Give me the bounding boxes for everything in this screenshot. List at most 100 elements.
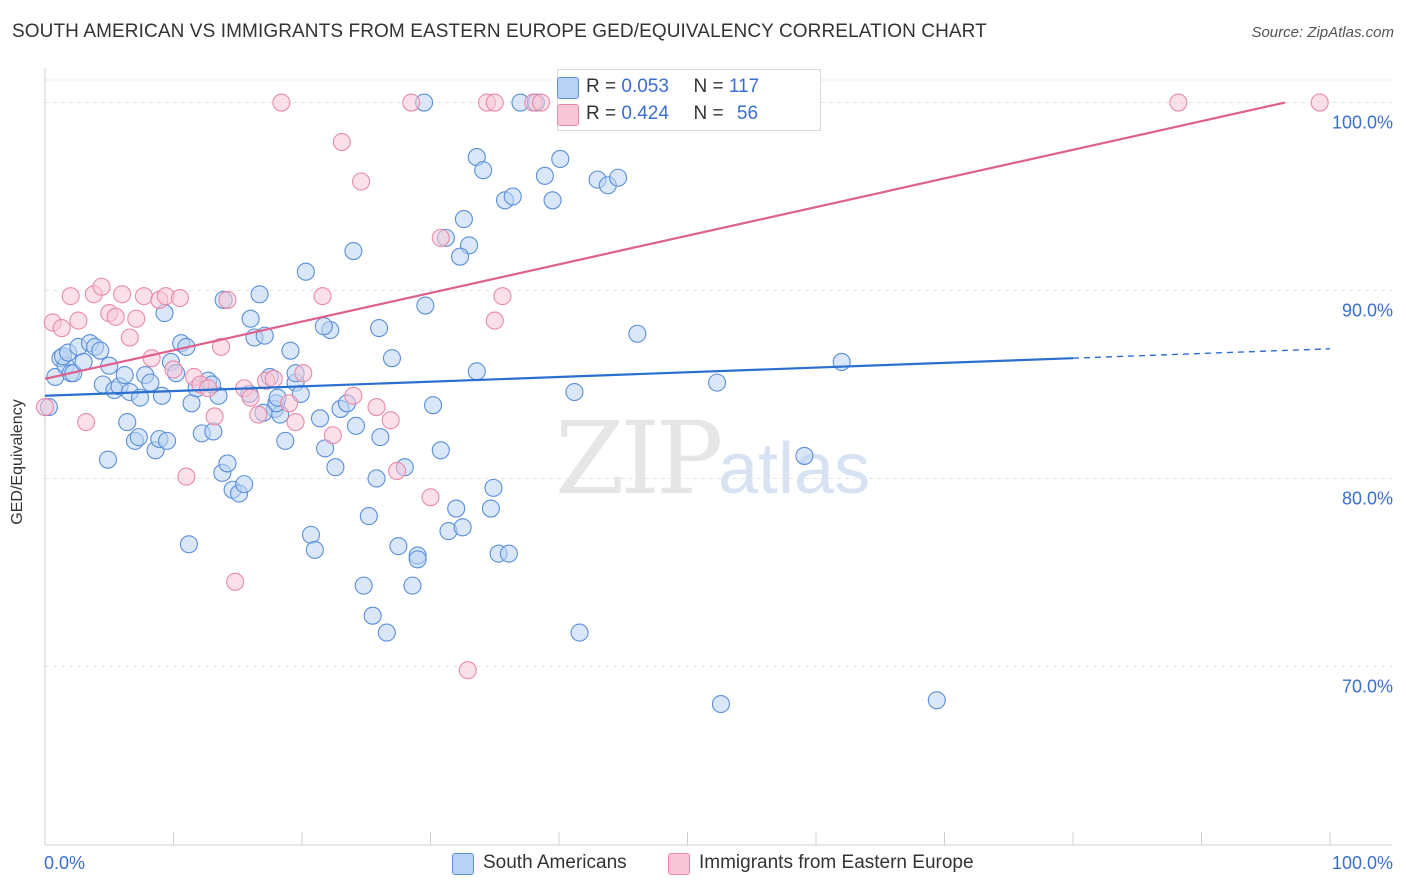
chart-title: SOUTH AMERICAN VS IMMIGRANTS FROM EASTER… [12,21,987,42]
point-south-americans [467,362,486,381]
point-south-americans [543,191,562,210]
bottom-legend-south-americans: South Americans [483,852,627,873]
point-eastern-europe [113,285,132,304]
point-south-americans [115,366,134,385]
point-eastern-europe [323,426,342,445]
point-eastern-europe [218,290,237,309]
point-south-americans [609,168,628,187]
point-south-americans [628,324,647,343]
legend-r-label: R = [586,103,617,124]
point-south-americans [129,428,148,447]
point-south-americans [354,576,373,595]
point-south-americans [424,396,443,415]
point-south-americans [310,409,330,428]
legend-r-label: R = [586,76,617,97]
bottom-legend-swatch-blue [452,853,474,875]
y-tick-label: 100.0% [1332,113,1393,133]
point-south-americans [454,210,473,229]
point-south-americans [711,694,730,714]
point-eastern-europe [226,572,245,591]
legend-swatch-blue [557,77,579,99]
point-eastern-europe [431,228,450,247]
point-eastern-europe [205,407,224,426]
point-south-americans [377,623,396,642]
point-eastern-europe [106,307,125,326]
legend-row-south-americans: R = 0.053 N = 117 [557,76,760,99]
point-eastern-europe [352,172,371,191]
legend-r-value: 0.424 [621,103,669,124]
point-south-americans [371,428,390,447]
point-south-americans [218,454,237,473]
point-south-americans [927,691,946,710]
point-south-americans [403,576,422,595]
point-south-americans [305,540,324,559]
point-eastern-europe [199,379,218,398]
point-south-americans [182,394,201,413]
point-eastern-europe [344,386,363,405]
point-eastern-europe [458,661,477,680]
x-tick-label-max: 100.0% [1332,853,1393,873]
point-south-americans [484,478,503,497]
point-south-americans [281,341,300,360]
point-south-americans [359,507,378,526]
point-south-americans [241,309,260,328]
x-tick-label-min: 0.0% [44,853,85,873]
point-south-americans [551,149,570,168]
point-eastern-europe [272,93,291,112]
point-south-americans [276,431,295,450]
point-eastern-europe [61,287,80,306]
point-south-americans [118,413,137,432]
point-south-americans [314,317,333,336]
point-eastern-europe [177,467,196,486]
trendline-eastern-europe [44,101,1286,380]
point-eastern-europe [142,349,161,368]
point-south-americans [152,386,171,405]
trendline-south-americans-extension [1072,348,1331,359]
point-south-americans [481,499,500,518]
point-eastern-europe [313,287,332,306]
point-south-americans [141,373,160,392]
point-south-americans [382,349,402,368]
point-south-americans [344,241,363,261]
point-eastern-europe [77,413,96,432]
point-eastern-europe [211,337,231,356]
point-south-americans [565,382,584,402]
stats-legend: R = 0.053 N = 117 R = 0.424 N = 56 [557,69,821,131]
point-eastern-europe [421,488,440,507]
point-south-americans [98,450,118,469]
point-eastern-europe [52,319,71,338]
point-south-americans [326,458,345,477]
point-south-americans [367,469,386,488]
watermark-atlas: atlas [718,429,871,509]
bottom-legend-eastern-europe: Immigrants from Eastern Europe [699,852,974,873]
point-eastern-europe [381,411,400,430]
y-tick-label: 70.0% [1342,676,1393,696]
point-eastern-europe [332,132,351,152]
point-south-americans [91,341,110,360]
point-eastern-europe [402,93,421,112]
legend-row-eastern-europe: R = 0.424 N = 56 [557,103,759,126]
point-eastern-europe [127,309,146,328]
legend-n-label: N = [693,103,724,124]
point-south-americans [503,187,522,206]
point-eastern-europe [286,413,305,432]
point-south-americans [453,518,472,537]
point-eastern-europe [1310,93,1329,112]
y-tick-label: 80.0% [1342,488,1393,508]
point-south-americans [535,166,554,185]
legend-n-value: 56 [736,103,759,124]
point-south-americans [389,537,408,556]
point-south-americans [416,296,435,315]
point-south-americans [346,416,366,435]
point-south-americans [204,422,223,441]
point-south-americans [250,285,269,304]
point-south-americans [179,535,198,554]
point-south-americans [447,499,466,518]
watermark-zip: ZIP [555,400,723,517]
point-south-americans [158,431,177,450]
point-south-americans [296,262,315,281]
legend-n-value: 117 [728,76,760,97]
y-tick-label: 90.0% [1342,301,1393,321]
point-eastern-europe [493,287,512,306]
